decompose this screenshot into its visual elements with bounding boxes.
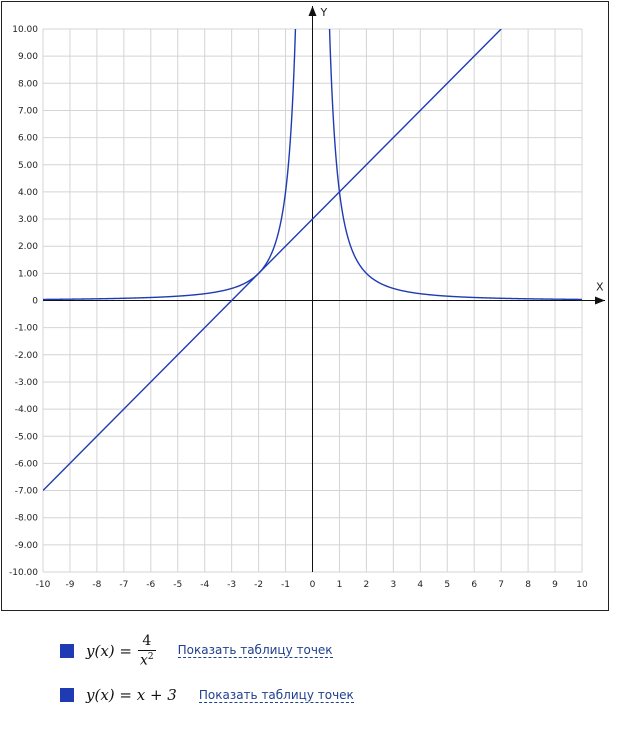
- x-tick-label: -3: [227, 580, 236, 590]
- y-axis-label: Y: [320, 6, 328, 19]
- chart-plot: -10 -9 -8 -7 -6 -5 -4 -3 -2 -1 0 1 2 3 4 5 6 7 8 9 1010.009.…: [9, 6, 605, 590]
- x-tick-label: 9: [552, 580, 558, 590]
- y-tick-label: -10.00: [9, 568, 38, 578]
- y-tick-label: -7.00: [15, 487, 39, 497]
- x-tick-label: 2: [364, 580, 370, 590]
- x-tick-label: 6: [471, 580, 477, 590]
- y-tick-label: 3.00: [18, 215, 38, 225]
- legend-item-reciprocal-square: y(x) = 4 x2 Показать таблицу точек: [60, 634, 333, 668]
- y-tick-label: 8.00: [18, 79, 38, 89]
- y-tick-label: 9.00: [18, 52, 38, 62]
- x-tick-label: 5: [444, 580, 450, 590]
- y-tick-label: 4.00: [18, 188, 38, 198]
- y-tick-label: -8.00: [15, 514, 39, 524]
- y-tick-label: 6.00: [18, 134, 38, 144]
- denominator-exponent: 2: [147, 652, 154, 662]
- y-tick-label: 7.00: [18, 106, 38, 116]
- x-tick-label: -10: [36, 580, 51, 590]
- tick-labels: -10 -9 -8 -7 -6 -5 -4 -3 -2 -1 0 1 2 3 4 5 6 7 8 9 1010.009.…: [9, 25, 588, 590]
- y-tick-label: -9.00: [15, 541, 39, 551]
- y-tick-label: 0: [32, 297, 38, 307]
- x-axis-arrow: [595, 296, 605, 305]
- x-tick-label: -4: [200, 580, 209, 590]
- x-tick-label: -8: [92, 580, 101, 590]
- show-points-table-link[interactable]: Показать таблицу точек: [177, 643, 333, 659]
- chart-frame: -10 -9 -8 -7 -6 -5 -4 -3 -2 -1 0 1 2 3 4 5 6 7 8 9 10 10.00 9.…: [1, 1, 609, 611]
- formula-lhs: y(x) =: [86, 641, 132, 660]
- series-line-reciprocal-square: [43, 29, 297, 301]
- y-tick-label: -6.00: [15, 459, 39, 469]
- y-tick-label: -2.00: [15, 351, 39, 361]
- axes: [43, 6, 605, 572]
- y-tick-label: -5.00: [15, 432, 39, 442]
- x-tick-label: -6: [146, 580, 155, 590]
- series-lines: [43, 29, 582, 492]
- series-color-swatch: [60, 643, 74, 658]
- show-points-table-link[interactable]: Показать таблицу точек: [198, 687, 354, 703]
- formula-linear: y(x) = x + 3: [86, 686, 177, 704]
- fraction-numerator: 4: [142, 633, 152, 649]
- series-color-swatch: [60, 688, 74, 702]
- x-axis-label: X: [596, 281, 604, 294]
- fraction: 4 x2: [137, 633, 156, 669]
- fraction-denominator: x2: [137, 650, 156, 669]
- series-line-reciprocal-square: [328, 29, 582, 301]
- y-axis-arrow: [308, 6, 317, 16]
- y-tick-label: 10.00: [12, 25, 38, 35]
- x-tick-label: 1: [337, 580, 343, 590]
- denominator-base: x: [139, 652, 148, 669]
- y-tick-label: 2.00: [18, 242, 38, 252]
- x-tick-label: 7: [498, 580, 504, 590]
- x-tick-label: 10: [576, 580, 588, 590]
- x-tick-label: -2: [254, 580, 263, 590]
- y-tick-label: -4.00: [15, 405, 39, 415]
- y-tick-label: 1.00: [18, 269, 38, 279]
- x-tick-label: -7: [119, 580, 128, 590]
- x-tick-label: -9: [65, 580, 74, 590]
- x-tick-label: 8: [525, 580, 531, 590]
- x-tick-label: 4: [417, 580, 423, 590]
- y-tick-label: 5.00: [18, 161, 38, 171]
- formula-reciprocal-square: y(x) = 4 x2: [86, 634, 156, 668]
- series-line-linear: [43, 29, 502, 492]
- x-tick-label: -5: [173, 580, 182, 590]
- legend-item-linear: y(x) = x + 3 Показать таблицу точек: [60, 686, 354, 704]
- x-tick-label: 0: [310, 580, 316, 590]
- x-tick-label: 3: [390, 580, 396, 590]
- y-tick-label: -3.00: [15, 378, 39, 388]
- y-tick-label: -1.00: [15, 324, 39, 334]
- x-tick-label: -1: [281, 580, 290, 590]
